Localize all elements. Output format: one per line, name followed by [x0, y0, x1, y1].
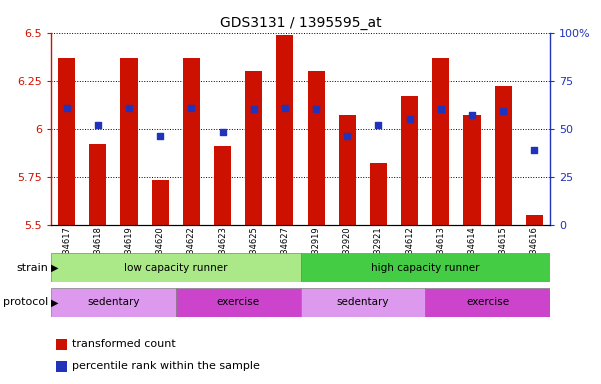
Text: low capacity runner: low capacity runner	[124, 263, 228, 273]
Bar	[51, 288, 175, 317]
Bar	[495, 86, 511, 225]
Text: sedentary: sedentary	[337, 297, 389, 308]
Text: high capacity runner: high capacity runner	[371, 263, 480, 273]
Text: strain: strain	[16, 263, 48, 273]
Bar	[401, 96, 418, 225]
Point	[374, 122, 383, 128]
Bar	[175, 288, 300, 317]
Point	[218, 129, 227, 136]
Bar	[426, 288, 550, 317]
Point	[249, 106, 258, 113]
Bar	[58, 58, 75, 225]
Point	[467, 112, 477, 118]
Text: sedentary: sedentary	[87, 297, 139, 308]
Text: ▶: ▶	[50, 263, 58, 273]
Bar	[214, 146, 231, 225]
Point	[280, 104, 290, 111]
Text: exercise: exercise	[216, 297, 260, 308]
Text: exercise: exercise	[466, 297, 509, 308]
Point	[405, 116, 415, 122]
Point	[156, 133, 165, 139]
Point	[529, 147, 539, 153]
Bar	[151, 180, 169, 225]
Bar	[370, 163, 387, 225]
Point	[311, 106, 321, 113]
Text: protocol: protocol	[3, 297, 48, 308]
Point	[343, 133, 352, 139]
Bar	[56, 361, 67, 372]
Bar	[308, 71, 325, 225]
Point	[62, 104, 72, 111]
Bar	[463, 115, 481, 225]
Bar	[300, 288, 426, 317]
Bar	[51, 253, 300, 282]
Bar	[276, 35, 293, 225]
Point	[436, 106, 445, 113]
Bar	[120, 58, 138, 225]
Bar	[339, 115, 356, 225]
Bar	[300, 253, 550, 282]
Point	[186, 104, 196, 111]
Title: GDS3131 / 1395595_at: GDS3131 / 1395595_at	[220, 16, 381, 30]
Text: ▶: ▶	[50, 297, 58, 308]
Bar	[183, 58, 200, 225]
Point	[124, 104, 134, 111]
Point	[498, 108, 508, 114]
Bar	[245, 71, 262, 225]
Text: percentile rank within the sample: percentile rank within the sample	[72, 361, 260, 371]
Text: transformed count: transformed count	[72, 339, 175, 349]
Bar	[56, 339, 67, 350]
Bar	[526, 215, 543, 225]
Bar	[432, 58, 450, 225]
Point	[93, 122, 103, 128]
Bar	[90, 144, 106, 225]
